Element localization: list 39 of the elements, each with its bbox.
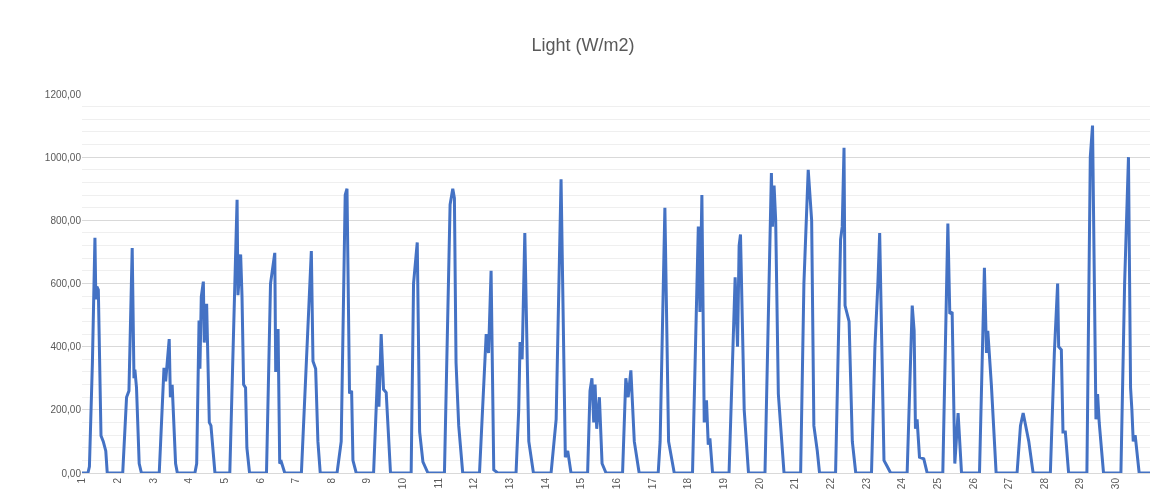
x-tick-label: 21 [789, 477, 801, 490]
x-tick-label: 26 [967, 477, 979, 490]
x-tick-label: 22 [824, 477, 836, 490]
x-tick-label: 2 [111, 477, 123, 484]
x-tick-label: 3 [147, 477, 159, 484]
line-series [82, 124, 1150, 473]
x-tick-label: 10 [397, 477, 409, 490]
x-tick-label: 25 [931, 477, 943, 490]
x-tick-label: 19 [717, 477, 729, 490]
x-tick-label: 6 [254, 477, 266, 484]
x-tick-label: 8 [325, 477, 337, 484]
x-tick-label: 29 [1074, 477, 1086, 490]
y-tick-label: 1200,00 [44, 88, 82, 100]
y-tick-label: 0,00 [61, 467, 82, 479]
x-tick-label: 18 [682, 477, 694, 490]
x-tick-label: 24 [896, 477, 908, 490]
x-tick-label: 17 [646, 477, 658, 490]
y-tick-label: 800,00 [50, 214, 82, 226]
x-tick-label: 1 [76, 477, 88, 484]
x-tick-label: 14 [539, 477, 551, 490]
chart-title: Light (W/m2) [531, 35, 635, 56]
y-tick-label: 600,00 [50, 278, 82, 289]
x-tick-label: 11 [432, 477, 444, 489]
x-tick-label: 5 [218, 477, 230, 484]
x-tick-label: 7 [290, 477, 302, 484]
x-tick-label: 23 [860, 477, 872, 490]
x-tick-label: 28 [1038, 477, 1050, 490]
y-tick-label: 200,00 [50, 404, 82, 416]
y-tick-label: 1000,00 [44, 151, 82, 163]
x-tick-label: 15 [575, 477, 587, 490]
x-tick-label: 30 [1110, 477, 1122, 490]
x-tick-label: 16 [611, 477, 622, 490]
y-tick-label: 400,00 [50, 341, 82, 353]
x-tick-label: 9 [361, 477, 373, 484]
x-tick-label: 12 [468, 477, 480, 490]
x-tick-label: 13 [504, 477, 516, 490]
x-tick-label: 20 [753, 477, 765, 490]
x-tick-label: 4 [183, 477, 195, 484]
x-tick-label: 27 [1003, 477, 1015, 490]
